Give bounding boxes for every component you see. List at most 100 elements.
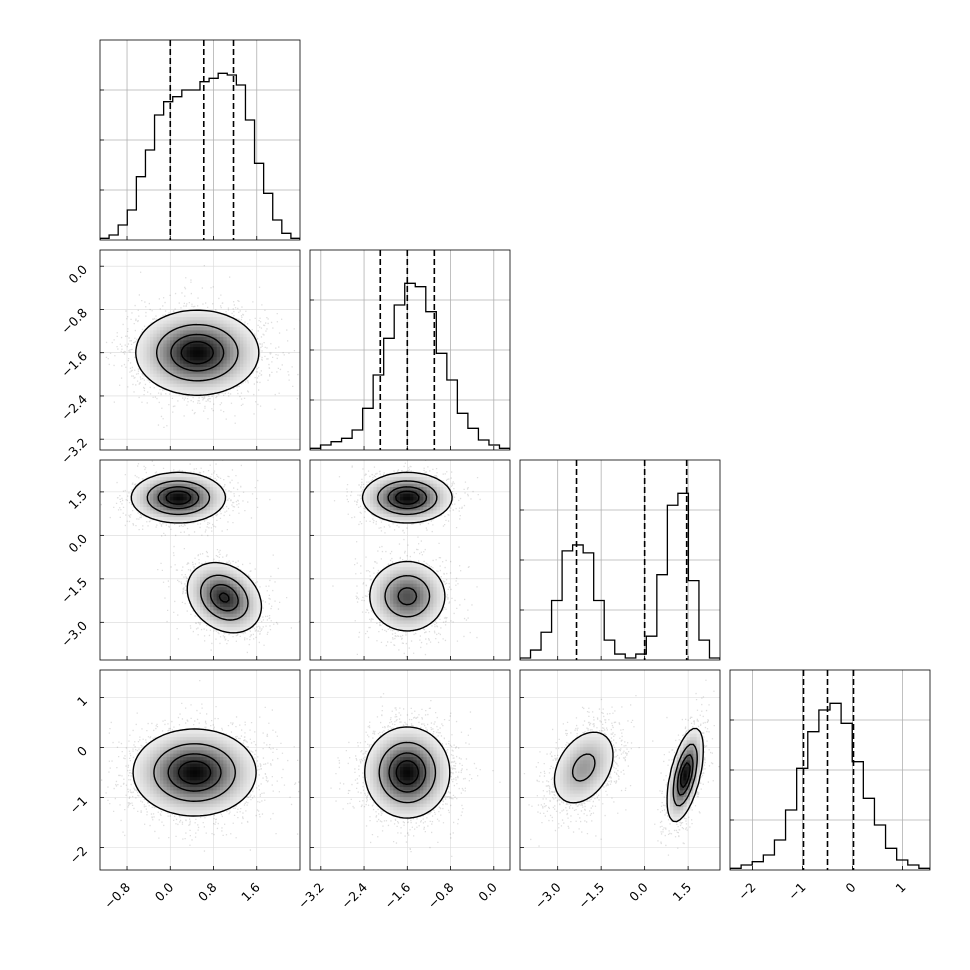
histogram-bin — [763, 855, 774, 870]
histogram-bin — [874, 825, 885, 870]
histogram-bin — [604, 640, 615, 660]
histogram-bin — [342, 438, 353, 450]
histogram-bin — [394, 305, 405, 450]
histogram-bin — [118, 225, 127, 240]
histogram-bin — [352, 430, 363, 450]
histogram-bin — [657, 575, 668, 660]
histogram-bin — [218, 73, 227, 240]
density-fill — [363, 473, 453, 630]
x-tick-label: −1 — [785, 880, 809, 904]
y-tick-label: −1.6 — [58, 348, 90, 380]
histogram-bin — [863, 798, 874, 870]
histogram-bin — [384, 338, 395, 450]
histogram-bin — [331, 442, 342, 450]
density-fill — [130, 473, 260, 633]
y-tick-label: 1 — [74, 693, 90, 709]
x-tick-label: −0.8 — [425, 879, 457, 911]
y-tick-label: −1 — [66, 793, 90, 817]
histogram-bin — [489, 445, 500, 450]
histogram-bin — [282, 233, 291, 240]
histogram-panel-3 — [730, 670, 930, 870]
y-tick-label: −0.8 — [58, 305, 90, 337]
histogram-bin — [699, 640, 710, 660]
x-tick-label: −2 — [735, 880, 759, 904]
histogram-bin — [245, 120, 254, 240]
x-tick-label: 1.6 — [238, 879, 263, 904]
histogram-bin — [774, 840, 785, 870]
pair-panel-0-3 — [73, 670, 331, 870]
histogram-bin — [752, 862, 763, 870]
pair-panel-2-3 — [520, 670, 720, 871]
histogram-bin — [164, 102, 173, 240]
histogram-bin — [594, 600, 605, 660]
x-tick-label: 1.5 — [670, 880, 695, 905]
y-tick-label: −3.2 — [58, 435, 90, 467]
histogram-bin — [264, 193, 273, 240]
x-tick-label: 0 — [842, 879, 858, 895]
histogram-bin — [531, 650, 542, 660]
histogram-bin — [468, 428, 479, 450]
y-tick-label: 0.0 — [65, 262, 90, 287]
x-tick-label: 0.0 — [152, 879, 177, 904]
y-tick-label: −3.0 — [58, 618, 90, 650]
histogram-bin — [405, 283, 416, 450]
pair-panel-1-2 — [310, 457, 510, 662]
histogram-bin — [886, 848, 897, 870]
histogram-bin — [155, 115, 164, 240]
histogram-bin — [562, 551, 573, 660]
histogram-bin — [541, 632, 552, 660]
histogram-bin — [646, 636, 657, 660]
pair-panel-0-1 — [80, 250, 313, 450]
histogram-bin — [273, 220, 282, 240]
histogram-bin — [908, 865, 919, 870]
histogram-bin — [136, 177, 145, 240]
histogram-bin — [436, 353, 447, 450]
x-tick-label: 0.8 — [195, 879, 220, 904]
histogram-bin — [808, 732, 819, 870]
histogram-bin — [321, 445, 332, 450]
x-tick-label: 0.0 — [626, 879, 651, 904]
histogram-bin — [552, 600, 563, 660]
histogram-bin — [478, 440, 489, 450]
histogram-bin — [797, 768, 808, 870]
histogram-panel-1 — [310, 250, 510, 450]
histogram-bin — [615, 654, 626, 660]
histogram-bin — [109, 235, 118, 240]
x-tick-label: −2.4 — [338, 879, 370, 911]
pair-panel-1-3 — [310, 670, 510, 870]
x-tick-label: 1 — [892, 880, 908, 896]
histogram-bin — [573, 545, 584, 660]
histogram-bin — [209, 78, 218, 240]
histogram-bin — [191, 90, 200, 240]
y-tick-label: −1.5 — [58, 574, 90, 606]
histogram-bin — [227, 75, 236, 240]
histogram-bin — [145, 150, 154, 240]
histogram-bin — [363, 408, 374, 450]
x-tick-label: −1.5 — [575, 880, 607, 912]
histogram-bin — [786, 810, 797, 870]
histogram-bin — [373, 375, 384, 450]
histogram-bin — [841, 723, 852, 870]
x-tick-label: 0.0 — [475, 879, 500, 904]
x-tick-label: −3.0 — [532, 879, 564, 911]
histogram-bin — [173, 97, 182, 240]
histogram-bin — [688, 581, 699, 660]
histogram-panel-2 — [520, 460, 720, 660]
histogram-bin — [182, 90, 191, 240]
x-tick-label: −3.2 — [295, 880, 327, 912]
histogram-bin — [583, 553, 594, 660]
histogram-bin — [255, 163, 264, 240]
y-tick-label: −2 — [66, 843, 90, 867]
histogram-bin — [667, 505, 678, 660]
histogram-bin — [830, 703, 841, 870]
x-tick-label: −1.6 — [381, 879, 413, 911]
histogram-bin — [457, 413, 468, 450]
histogram-bin — [819, 710, 830, 870]
y-tick-label: 1.5 — [65, 487, 90, 512]
histogram-bin — [236, 85, 245, 240]
pair-panel-0-2 — [100, 454, 300, 660]
y-tick-label: −2.4 — [58, 391, 90, 423]
histogram-bin — [127, 210, 136, 240]
histogram-bin — [447, 380, 458, 450]
